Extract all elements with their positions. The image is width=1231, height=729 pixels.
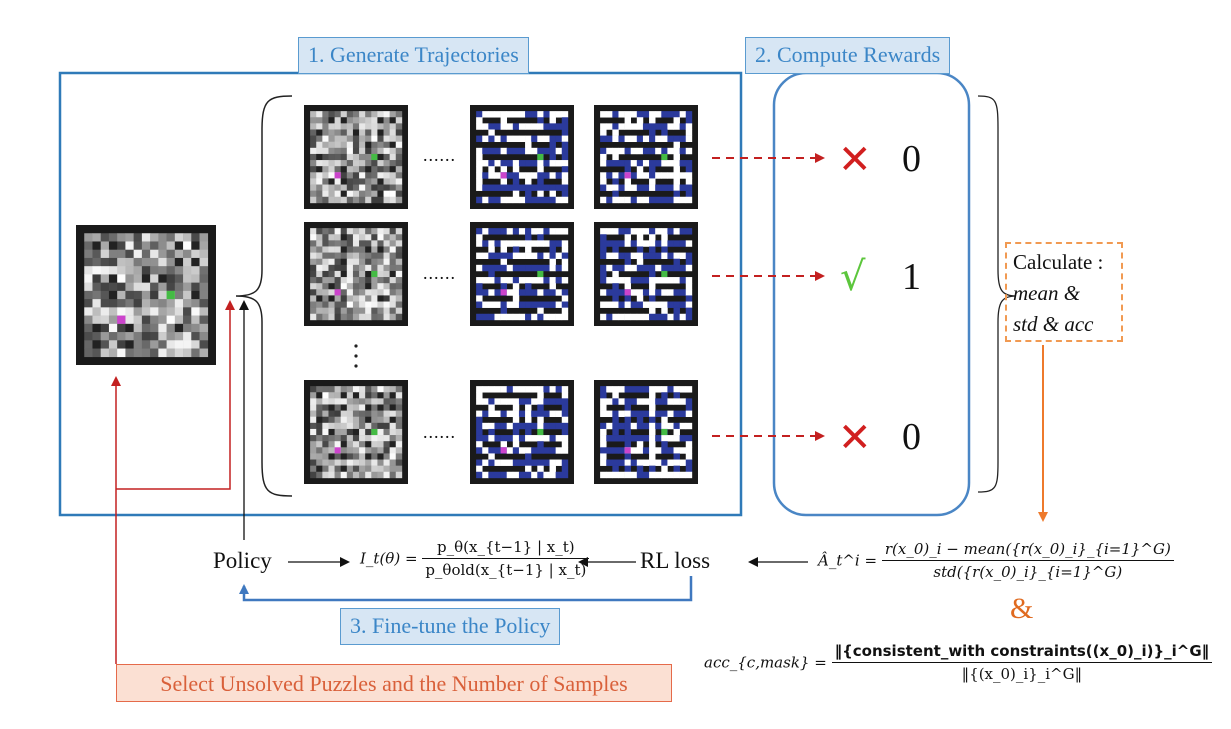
input-maze <box>76 225 216 365</box>
vdot-2 <box>354 354 358 358</box>
select-arrow-brace <box>116 300 235 490</box>
trajectories-brace <box>235 95 293 497</box>
reward-value-1: 0 <box>902 138 921 180</box>
policy-label: Policy <box>213 548 272 573</box>
vdot-1 <box>354 344 358 348</box>
accuracy-lhs: acc_{c,mask} = <box>704 653 827 672</box>
ratio-denominator: p_θold(x_{t−1} | x_t) <box>425 561 587 579</box>
advantage-fraction: r(x_0)_i − mean({r(x_0)_i}_{i=1}^G) std(… <box>881 540 1174 581</box>
advantage-numerator: r(x_0)_i − mean({r(x_0)_i}_{i=1}^G) <box>881 540 1174 561</box>
trajectory-2-final-maze <box>594 222 698 326</box>
reward-mark-3: ✕ <box>838 415 872 461</box>
reward-value-2: 1 <box>902 256 921 298</box>
calculate-title: Calculate : <box>1013 250 1104 274</box>
ratio-lhs: I_t(θ) = <box>360 549 418 568</box>
calculate-line-2: std & acc <box>1013 312 1094 336</box>
advantage-lhs: Â_t^i = <box>818 551 878 570</box>
vdot-3 <box>354 364 358 368</box>
trajectory-2-mid-maze <box>470 222 574 326</box>
ellipsis-row-1: ...... <box>423 145 456 165</box>
reward-mark-1: ✕ <box>838 137 872 183</box>
select-unsolved-box: Select Unsolved Puzzles and the Number o… <box>116 664 672 702</box>
calculate-box: Calculate : mean & std & acc <box>1005 242 1123 342</box>
step-2-label: 2. Compute Rewards <box>745 37 951 74</box>
reward-value-3: 0 <box>902 416 921 458</box>
trajectory-1-mid-maze <box>470 105 574 209</box>
ratio-numerator: p_θ(x_{t−1} | x_t) <box>422 538 590 559</box>
ratio-fraction: p_θ(x_{t−1} | x_t) p_θold(x_{t−1} | x_t) <box>422 538 590 579</box>
rewards-brace <box>977 95 1017 493</box>
importance-ratio: I_t(θ) = p_θ(x_{t−1} | x_t) p_θold(x_{t−… <box>360 538 590 579</box>
trajectory-2-noisy-maze <box>304 222 408 326</box>
trajectory-3-mid-maze <box>470 380 574 484</box>
trajectory-1-final-maze <box>594 105 698 209</box>
finetune-loop <box>239 576 693 602</box>
accuracy-numerator: ‖{consistent_with constraints((x_0)_i)}_… <box>831 642 1213 663</box>
advantage-formula: Â_t^i = r(x_0)_i − mean({r(x_0)_i}_{i=1}… <box>818 540 1174 581</box>
step-3-label: 3. Fine-tune the Policy <box>340 608 561 645</box>
accuracy-denominator: ‖{(x_0)_i}_i^G‖ <box>961 665 1083 683</box>
ellipsis-row-2: ...... <box>423 263 456 283</box>
advantage-denominator: std({r(x_0)_i}_{i=1}^G) <box>933 563 1123 581</box>
ampersand: & <box>1010 592 1034 625</box>
accuracy-fraction: ‖{consistent_with constraints((x_0)_i)}_… <box>831 642 1213 683</box>
calculate-line-1: mean & <box>1013 281 1081 305</box>
rl-loss-label: RL loss <box>640 548 711 573</box>
trajectory-3-final-maze <box>594 380 698 484</box>
trajectory-1-noisy-maze <box>304 105 408 209</box>
trajectory-3-noisy-maze <box>304 380 408 484</box>
accuracy-formula: acc_{c,mask} = ‖{consistent_with constra… <box>704 642 1213 683</box>
ellipsis-row-3: ...... <box>423 422 456 442</box>
step-1-label: 1. Generate Trajectories <box>298 37 529 74</box>
reward-mark-2: √ <box>840 254 866 300</box>
